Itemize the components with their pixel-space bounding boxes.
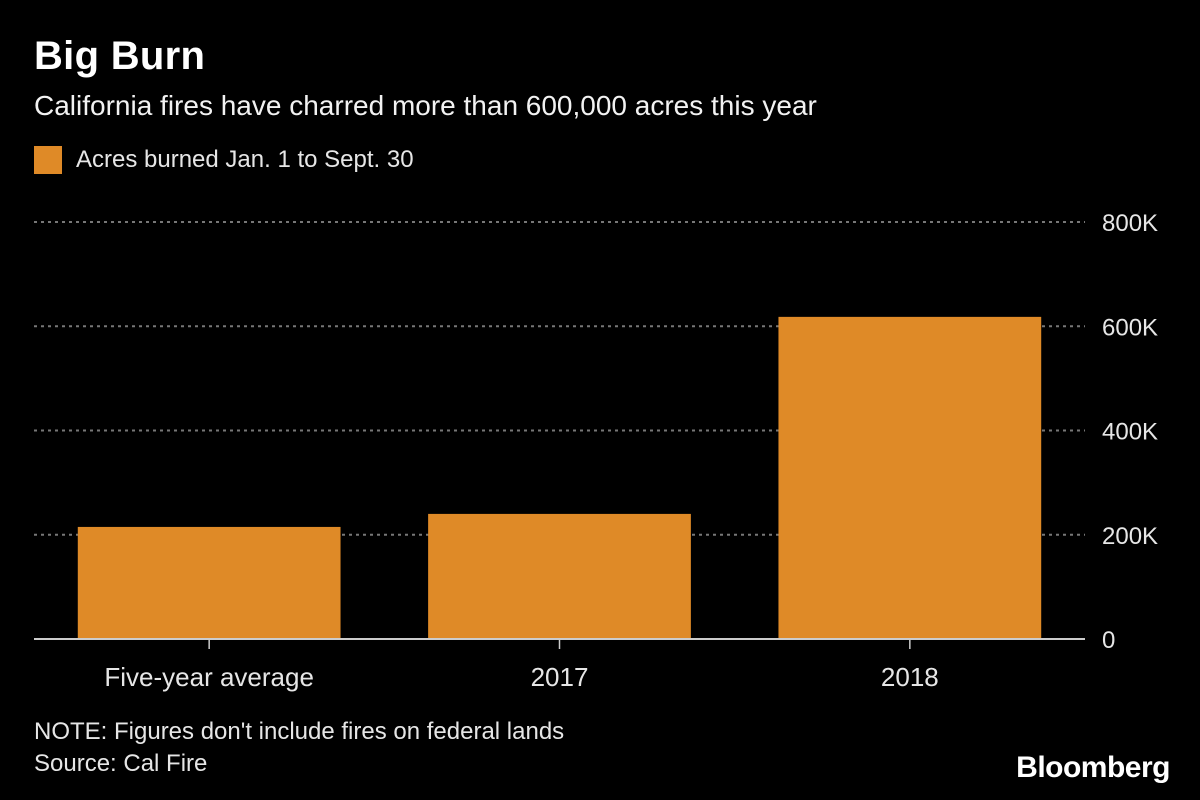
x-tick-label: 2017 bbox=[531, 662, 589, 692]
bars bbox=[77, 316, 1042, 639]
legend-label: Acres burned Jan. 1 to Sept. 30 bbox=[76, 146, 414, 173]
legend: Acres burned Jan. 1 to Sept. 30 bbox=[34, 146, 414, 174]
y-axis-labels: 0 200K 400K 600K 800K bbox=[1102, 210, 1158, 654]
legend-swatch bbox=[34, 146, 62, 174]
chart-subtitle: California fires have charred more than … bbox=[34, 90, 817, 121]
y-tick-label: 800K bbox=[1102, 210, 1158, 237]
source-line: Source: Cal Fire bbox=[34, 750, 208, 777]
y-tick-label: 400K bbox=[1102, 419, 1158, 446]
chart-footer: NOTE: Figures don't include fires on fed… bbox=[34, 716, 564, 780]
bloomberg-logo: Bloomberg bbox=[1016, 751, 1170, 784]
y-tick-label: 0 bbox=[1102, 627, 1115, 654]
x-tick-label: Five-year average bbox=[104, 662, 314, 692]
bar bbox=[77, 526, 341, 639]
x-axis-labels: Five-year average 2017 2018 bbox=[104, 662, 938, 692]
x-tick-label: 2018 bbox=[881, 662, 939, 692]
footnote: NOTE: Figures don't include fires on fed… bbox=[34, 718, 565, 745]
x-axis bbox=[34, 638, 1085, 649]
chart-title: Big Burn bbox=[34, 34, 206, 78]
bar bbox=[428, 513, 691, 639]
y-tick-label: 200K bbox=[1102, 523, 1158, 550]
bar bbox=[778, 316, 1042, 639]
y-tick-label: 600K bbox=[1102, 314, 1158, 341]
